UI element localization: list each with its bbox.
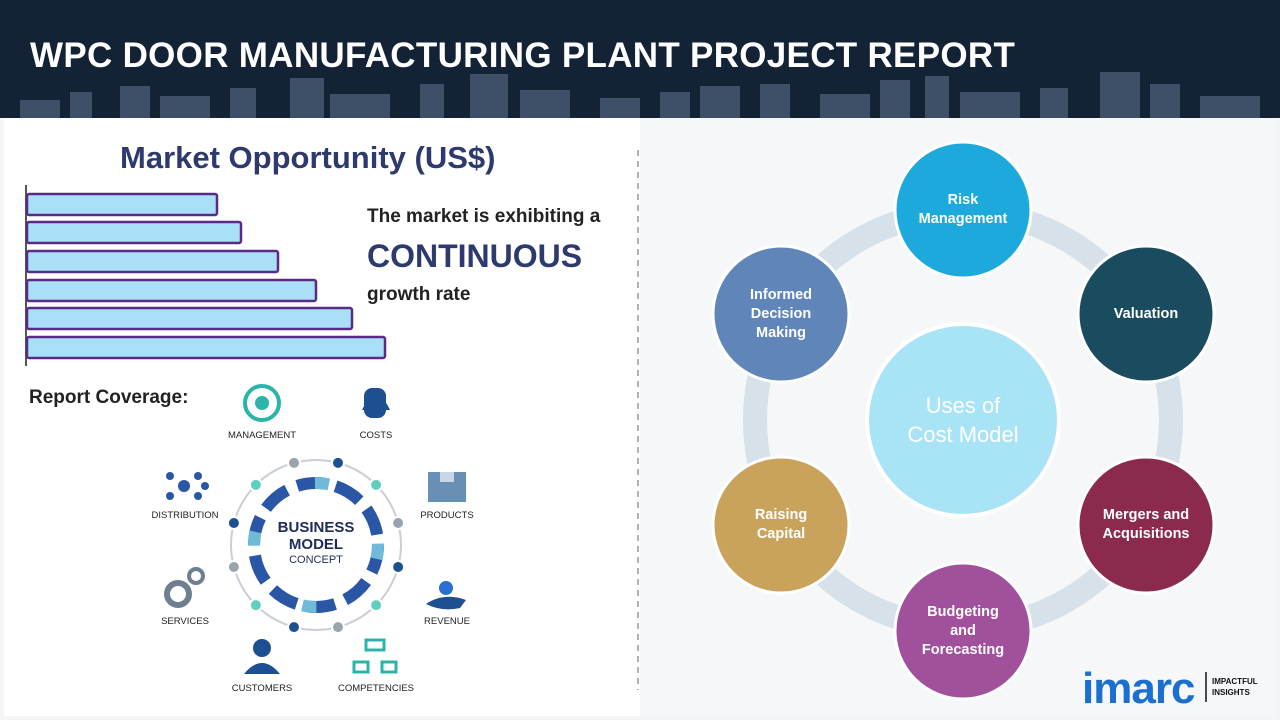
- coverage-item: PRODUCTS: [420, 510, 474, 521]
- coverage-item: COSTS: [359, 430, 393, 441]
- wheel-dot: [287, 455, 302, 470]
- coverage-item: SERVICES: [161, 616, 209, 627]
- wheel-dot: [330, 455, 345, 470]
- node-line: Risk: [947, 192, 979, 208]
- uses-title: Uses of Cost Model: [867, 324, 1059, 516]
- node-circle: [711, 244, 851, 384]
- node-line: Budgeting: [927, 603, 999, 620]
- uses-title-line: Cost Model: [907, 422, 1019, 447]
- wheel-dot: [226, 516, 241, 531]
- node-line: and: [950, 622, 976, 639]
- use-node: Budgeting and Forecasting: [895, 563, 1031, 699]
- wheel-dot: [391, 516, 406, 531]
- uses-title-line: Uses of: [925, 393, 1001, 418]
- node-line: Making: [756, 324, 806, 341]
- coverage-item: CUSTOMERS: [231, 683, 293, 694]
- market-heading: Market Opportunity (US$): [120, 140, 496, 175]
- logo-brand: imarc: [1082, 664, 1195, 713]
- wheel-outer: [230, 459, 402, 631]
- coverage-item: MANAGEMENT: [227, 430, 297, 441]
- wheel-ring-accent: [248, 477, 384, 613]
- wheel-label: MODEL: [288, 536, 344, 553]
- wheel-dot: [369, 598, 384, 613]
- logo-tagline: INSIGHTS: [1212, 688, 1250, 697]
- node-circle: [893, 140, 1033, 280]
- node-line: Informed: [749, 286, 813, 303]
- market-emphasis: CONTINUOUS: [367, 238, 583, 274]
- use-node: Mergers and Acquisitions: [1078, 457, 1214, 593]
- node-line: Valuation: [1113, 305, 1179, 322]
- wheel-dot: [248, 598, 263, 613]
- node-circle: [711, 455, 851, 595]
- node-line: Decision: [750, 305, 812, 322]
- wheel-dots: [226, 455, 406, 635]
- node-line: Acquisitions: [1102, 526, 1190, 542]
- wheel-dot: [330, 620, 345, 635]
- skyline: [20, 72, 1260, 118]
- node-line: Capital: [756, 526, 806, 542]
- logo-tagline: IMPACTFUL: [1212, 677, 1258, 686]
- node-line: Forecasting: [921, 641, 1005, 658]
- wheel-dot: [369, 477, 384, 492]
- node-circle: [893, 561, 1033, 701]
- coverage-item: DISTRIBUTION: [151, 510, 219, 521]
- use-node: Risk Management: [895, 142, 1031, 278]
- page-title: WPC DOOR MANUFACTURING PLANT PROJECT REP…: [30, 36, 1016, 75]
- coverage-item: REVENUE: [424, 616, 470, 627]
- node-circle: [1076, 455, 1216, 595]
- coverage-icons: [164, 384, 466, 674]
- use-node: Raising Capital: [713, 457, 849, 593]
- market-text: growth rate: [367, 284, 471, 305]
- coverage-item: COMPETENCIES: [337, 683, 415, 694]
- market-text: The market is exhibiting a: [367, 206, 601, 227]
- decorative-bars: [25, 192, 387, 360]
- wheel-dot: [391, 559, 406, 574]
- wheel-dot: [226, 559, 241, 574]
- node-line: Management: [918, 211, 1008, 227]
- use-node: Valuation: [1078, 246, 1214, 382]
- uses-center: [865, 322, 1061, 518]
- node-circle: [1076, 244, 1216, 384]
- use-node: Informed Decision Making: [713, 246, 849, 382]
- node-line: Mergers and: [1102, 507, 1190, 523]
- wheel-label: BUSINESS: [277, 519, 355, 536]
- wheel-dot: [248, 477, 263, 492]
- wheel-dot: [287, 620, 302, 635]
- wheel-label: CONCEPT: [289, 554, 343, 566]
- node-line: Raising: [754, 507, 808, 523]
- coverage-label: Report Coverage:: [29, 387, 189, 408]
